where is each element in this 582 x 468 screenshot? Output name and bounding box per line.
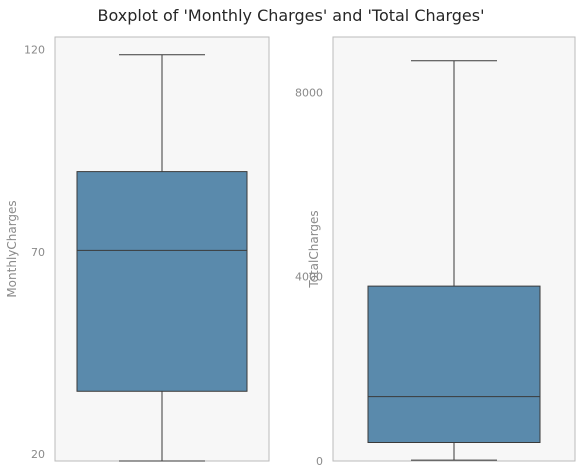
monthly-charges-box — [76, 171, 248, 392]
monthly-charges-y-tick-label: 70 — [31, 246, 45, 259]
total-charges-y-tick-label: 8000 — [295, 86, 323, 99]
monthly-charges-y-tick-label: 20 — [31, 448, 45, 461]
monthly-charges-subplot: MonthlyCharges 20 70 120 — [5, 36, 270, 462]
monthly-charges-y-label: MonthlyCharges — [5, 200, 19, 297]
total-charges-y-ticks: 0 4000 8000 — [295, 86, 323, 468]
monthly-charges-y-ticks: 20 70 120 — [24, 44, 45, 461]
figure-title: Boxplot of 'Monthly Charges' and 'Total … — [98, 6, 485, 25]
total-charges-subplot: TotalCharges 0 4000 8000 — [295, 36, 576, 468]
monthly-charges-y-tick-label: 120 — [24, 44, 45, 57]
total-charges-box — [367, 285, 541, 444]
total-charges-y-tick-label: 0 — [316, 455, 323, 468]
total-charges-y-label: TotalCharges — [307, 210, 321, 288]
total-charges-y-tick-label: 4000 — [295, 271, 323, 284]
